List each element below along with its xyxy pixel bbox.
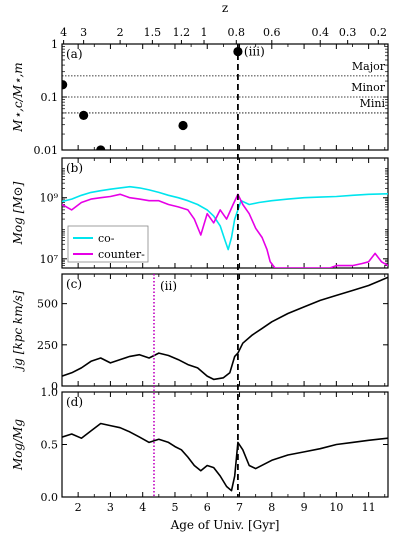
y-tick-label: 10⁹ (40, 192, 59, 205)
panel-a: 0.01 0.1 1 M⋆,c/M⋆,m (a) Major Minor Mini (iii) 4… (11, 1, 389, 157)
y-tick-label: 0.5 (41, 439, 59, 452)
x-axis-label: Age of Univ. [Gyr] (170, 518, 280, 532)
y-axis-label: Mog [M⊙] (11, 181, 25, 245)
y-tick-label: 250 (37, 339, 58, 352)
z-tick-label: 3 (80, 26, 87, 39)
y-tick-label: 0 (51, 380, 58, 393)
x-tick-label: 9 (301, 501, 308, 514)
panel-label: (a) (66, 47, 83, 61)
series-group (62, 276, 388, 381)
x-tick-label: 5 (171, 501, 178, 514)
series-group (62, 185, 388, 268)
threshold-label: Mini (360, 97, 386, 110)
panel-label: (d) (66, 395, 83, 409)
y-tick-label: 500 (37, 298, 58, 311)
panel-c: 0 250 500 jg [kpc km/s] (c) (ii) (11, 273, 389, 393)
y-tick-label: 10⁷ (40, 253, 59, 266)
legend-box (67, 225, 149, 263)
y-tick-label: 0.1 (41, 91, 59, 104)
x-tick-label: 8 (268, 501, 275, 514)
x-tick-label: 2 (75, 501, 82, 514)
panel-d: 0.0 0.5 1.0 Mog/Mg (d) 2 3 4 5 6 7 8 9 10 11 Age of Uni… (11, 386, 389, 532)
z-tick-label: 0.3 (339, 26, 357, 39)
data-point (233, 46, 243, 57)
points (62, 46, 243, 150)
series-line-0 (62, 422, 388, 492)
data-point (62, 80, 68, 90)
legend-label: co- (98, 232, 115, 245)
panel-label: (c) (66, 277, 82, 291)
panel-label: (b) (66, 161, 83, 175)
data-point (178, 120, 188, 131)
panel-frame (61, 157, 389, 269)
y-tick-label: 0.0 (41, 491, 59, 504)
x-tick-label: 4 (139, 501, 146, 514)
y-tick-label: 0.01 (34, 144, 59, 157)
x-tick-label: 6 (204, 501, 211, 514)
x-tick-label: 10 (329, 501, 343, 514)
z-tick-label: 0.4 (311, 26, 329, 39)
z-tick-label: 0.8 (228, 26, 246, 39)
z-tick-label: 0.2 (370, 26, 388, 39)
y-axis-label: jg [kpc km/s] (11, 290, 25, 372)
z-tick-label: 1.2 (173, 26, 191, 39)
data-point (79, 110, 89, 120)
y-tick-label: 1.0 (41, 386, 59, 399)
panel-b: 10⁹ 10⁷ Mog [M⊙] (b) co-counter- (11, 157, 389, 269)
annotation-iii: (iii) (244, 45, 265, 59)
threshold-label: Major (352, 60, 386, 73)
series-line-1 (62, 193, 388, 268)
y-axis-label: Mog/Mg (11, 419, 25, 472)
z-tick-label: 4 (60, 26, 67, 39)
threshold-label: Minor (351, 81, 385, 94)
x-tick-label: 3 (107, 501, 114, 514)
x-tick-label: 7 (236, 501, 243, 514)
z-tick-label: 0.6 (263, 26, 281, 39)
series-group (62, 422, 388, 492)
x-tick-label: 11 (362, 501, 376, 514)
y-tick-label: 1 (51, 38, 58, 51)
z-tick-label: 1.5 (144, 26, 162, 39)
z-axis-label: z (222, 1, 228, 15)
data-point (96, 145, 106, 150)
panels-group: 0.010.11M⋆,c/M⋆,m(a)MajorMinorMini(iii)4… (11, 1, 389, 532)
series-line-0 (62, 276, 388, 381)
legend-label: counter- (98, 248, 145, 261)
panel-frame (61, 273, 389, 387)
z-tick-label: 2 (117, 26, 124, 39)
z-tick-label: 1 (201, 26, 208, 39)
y-axis-label: M⋆,c/M⋆,m (11, 62, 25, 132)
series-line-0 (62, 185, 388, 251)
annotation-ii: (ii) (160, 279, 177, 293)
